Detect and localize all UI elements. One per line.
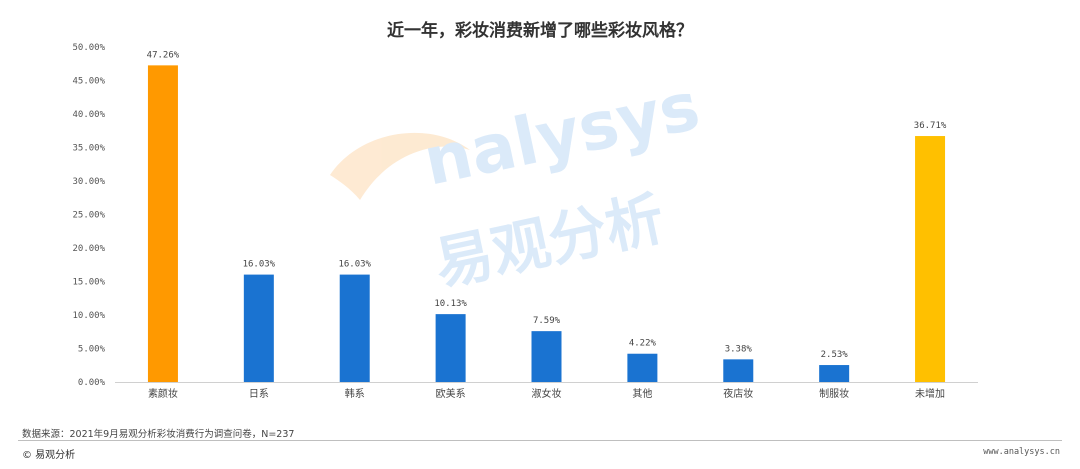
y-tick-label: 30.00% — [72, 177, 105, 187]
watermark-swoosh — [330, 132, 470, 200]
y-tick-label: 25.00% — [72, 211, 105, 221]
data-label: 47.26% — [147, 50, 180, 60]
x-category-label: 其他 — [632, 387, 652, 400]
y-tick-label: 5.00% — [78, 345, 106, 355]
bars: 47.26% 16.03% 16.03% 10.13% 7.59% 4.22% 3.38% 2… — [147, 50, 947, 382]
y-axis: 0.00% 5.00% 10.00% 15.00% 20.00% 25.00% 30.00%… — [72, 43, 105, 388]
brand-label: © 易观分析 — [22, 450, 76, 461]
bar — [915, 136, 946, 382]
x-category-label: 淑女妆 — [532, 387, 562, 400]
y-tick-label: 15.00% — [72, 278, 105, 288]
website-label: www.analysys.cn — [983, 447, 1060, 457]
footer-divider — [18, 440, 1062, 441]
data-label: 10.13% — [434, 299, 467, 309]
x-category-label: 韩系 — [345, 387, 365, 400]
y-tick-label: 50.00% — [72, 43, 105, 53]
watermark-chinese: 易观分析 — [429, 184, 670, 299]
data-label: 4.22% — [629, 339, 657, 349]
y-tick-label: 40.00% — [72, 110, 105, 120]
y-tick-label: 35.00% — [72, 144, 105, 154]
y-tick-label: 0.00% — [78, 378, 106, 388]
data-source-note: 数据来源：2021年9月易观分析彩妆消费行为调查问卷，N=237 — [22, 429, 295, 440]
x-category-label: 制服妆 — [819, 387, 849, 400]
bar — [627, 353, 658, 382]
x-category-label: 夜店妆 — [723, 387, 753, 400]
data-label: 7.59% — [533, 316, 561, 326]
chart-title: 近一年，彩妆消费新增了哪些彩妆风格？ — [387, 21, 693, 41]
data-label: 16.03% — [338, 260, 371, 270]
bar — [339, 274, 370, 382]
bar — [435, 314, 466, 382]
data-label: 2.53% — [821, 350, 849, 360]
y-tick-label: 20.00% — [72, 244, 105, 254]
bar — [243, 274, 274, 382]
watermark-latin: nalysys — [417, 67, 706, 200]
bar — [723, 359, 754, 382]
x-category-label: 素颜妆 — [148, 387, 178, 400]
data-label: 3.38% — [725, 344, 753, 354]
x-axis: 素颜妆 日系 韩系 欧美系 淑女妆 其他 夜店妆 制服妆 未增加 — [115, 382, 978, 400]
y-tick-label: 10.00% — [72, 311, 105, 321]
bar — [531, 331, 562, 382]
data-label: 16.03% — [243, 260, 276, 270]
y-tick-label: 45.00% — [72, 77, 105, 87]
bar — [147, 65, 178, 382]
bar — [819, 365, 850, 382]
x-category-label: 日系 — [249, 388, 269, 400]
x-category-label: 欧美系 — [436, 387, 466, 400]
data-label: 36.71% — [914, 121, 947, 131]
x-category-label: 未增加 — [915, 387, 945, 400]
watermark: nalysys 易观分析 — [330, 67, 706, 299]
